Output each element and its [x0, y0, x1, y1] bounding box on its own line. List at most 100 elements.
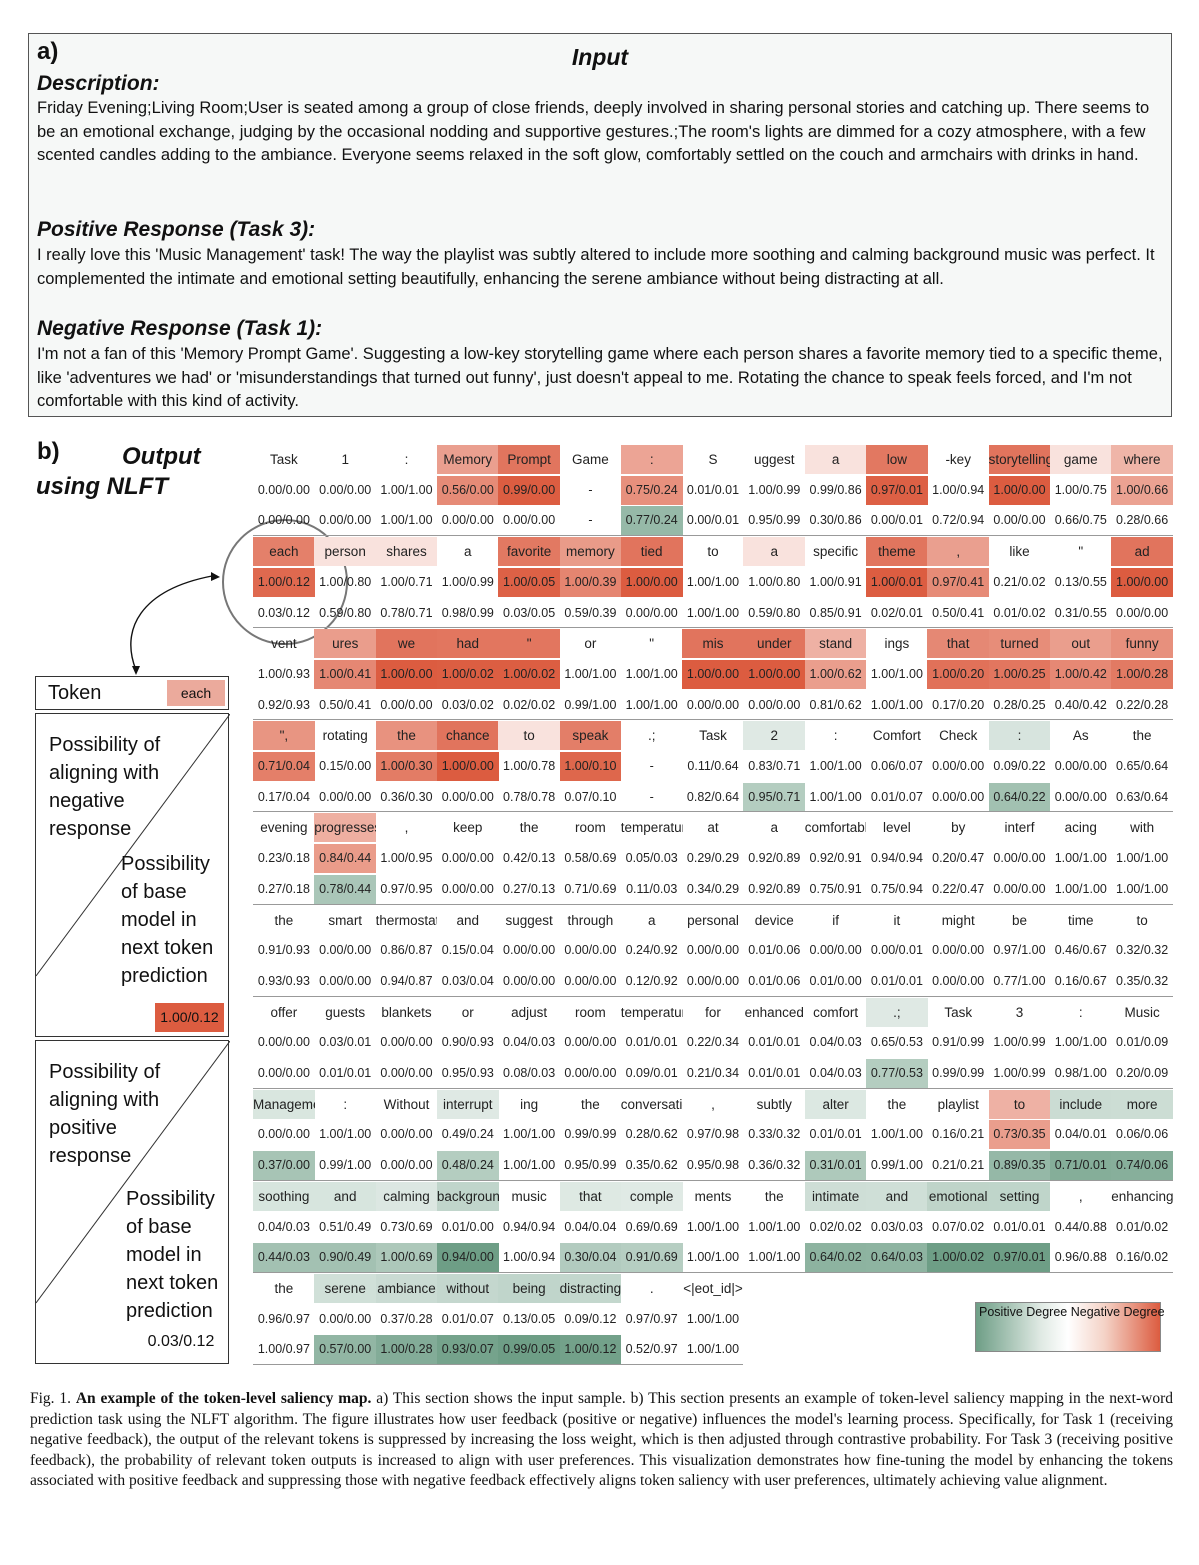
positive-prob-cell: 0.00/0.00 — [257, 1066, 310, 1080]
positive-prob-cell: 0.01/0.01 — [870, 973, 923, 988]
negative-prob-cell: 0.00/0.00 — [257, 1035, 310, 1050]
token-cell: soothing — [253, 1181, 315, 1211]
positive-prob-cell: 0.00/0.00 — [1116, 605, 1169, 620]
token-cell: with — [1130, 820, 1155, 836]
token-cell: more — [1111, 1089, 1173, 1119]
legend-positive-text: Possibility of aligning with positive resp… — [49, 1061, 161, 1167]
negative-prob-cell: 0.92/0.89 — [748, 851, 801, 866]
positive-prob-cell: 0.00/0.00 — [441, 789, 494, 804]
token-cell: a — [804, 445, 867, 474]
positive-prob-cell: 0.28/0.66 — [1116, 513, 1169, 528]
negative-prob-cell: 0.97/1.00 — [993, 943, 1046, 958]
negative-prob-cell: 1.00/0.20 — [927, 659, 990, 689]
negative-prob-cell: 0.86/0.87 — [380, 943, 433, 958]
positive-prob-cell: 0.99/0.99 — [932, 1066, 985, 1080]
negative-prob-cell: 0.65/0.64 — [1116, 759, 1169, 773]
token-cell: <|eot_id|> — [683, 1280, 743, 1296]
token-cell: include — [1049, 1089, 1112, 1119]
output-title: Output using NLFT — [36, 442, 216, 502]
token-cell: time — [1068, 912, 1094, 928]
positive-prob-cell: 0.89/0.35 — [988, 1151, 1051, 1181]
token-cell: under — [743, 629, 806, 659]
color-scale-label: Positive Degree Negative Degree — [979, 1305, 1165, 1319]
token-cell: enhanced — [744, 1004, 804, 1020]
token-cell: Comfort — [872, 728, 921, 744]
positive-prob-cell: 0.74/0.06 — [1111, 1151, 1173, 1181]
token-cell: As — [1072, 728, 1089, 744]
token-cell: had — [436, 629, 499, 659]
caption-text: a) This section shows the input sample. … — [30, 1390, 1173, 1489]
token-cell: .; — [647, 728, 656, 744]
negative-prob-cell: 1.00/0.42 — [1049, 659, 1112, 689]
section-b-label: b) — [37, 438, 60, 465]
token-cell: the — [1132, 728, 1152, 744]
negative-prob-cell: 0.00/0.01 — [870, 943, 923, 958]
caption-fig-label: Fig. 1. — [30, 1390, 72, 1407]
negative-prob-cell: 0.71/0.04 — [253, 752, 315, 781]
token-cell: intimate — [804, 1181, 867, 1211]
positive-prob-cell: 0.95/0.98 — [686, 1158, 740, 1173]
arrow-head-down — [132, 666, 140, 675]
output-title-line1: Output — [122, 443, 201, 470]
positive-prob-cell: 1.00/1.00 — [1116, 881, 1169, 896]
negative-prob-cell: 1.00/0.80 — [319, 574, 372, 589]
positive-prob-cell: 0.27/0.13 — [503, 881, 556, 896]
positive-prob-cell: 0.50/0.41 — [319, 697, 372, 712]
token-cell: : — [833, 728, 838, 744]
negative-prob-cell: 0.94/0.94 — [870, 851, 923, 866]
positive-prob-cell: - — [649, 789, 654, 804]
negative-prob-cell: 0.06/0.06 — [1116, 1127, 1169, 1142]
token-cell: subtly — [756, 1096, 792, 1112]
negative-prob-cell: 0.01/0.06 — [748, 943, 801, 958]
negative-prob-cell: 0.37/0.28 — [380, 1311, 433, 1326]
token-cell: : — [988, 721, 1051, 751]
positive-prob-cell: 0.00/0.01 — [870, 513, 923, 528]
positive-prob-cell: 0.16/0.67 — [1054, 973, 1107, 988]
token-cell: Task — [944, 1004, 973, 1020]
positive-prob-cell: 0.00/0.00 — [319, 789, 372, 804]
negative-prob-cell: 0.33/0.32 — [748, 1127, 801, 1142]
positive-prob-cell: 0.01/0.07 — [870, 789, 923, 804]
positive-prob-cell: 0.75/0.94 — [870, 881, 923, 896]
token-cell: or — [461, 1004, 474, 1020]
token-cell: ing — [520, 1096, 539, 1112]
positive-prob-cell: 0.03/0.05 — [503, 605, 556, 620]
positive-prob-cell: 0.94/0.00 — [436, 1243, 499, 1273]
positive-prob-cell: 0.95/0.99 — [564, 1158, 617, 1173]
token-cell: setting — [988, 1181, 1051, 1211]
token-cell: and — [314, 1181, 377, 1211]
positive-prob-cell: 0.48/0.24 — [436, 1151, 499, 1181]
negative-prob-cell: 0.03/0.03 — [870, 1219, 923, 1234]
token-cell: be — [1011, 912, 1027, 928]
positive-prob-cell: 0.01/0.00 — [809, 973, 862, 988]
negative-prob-cell: 1.00/0.00 — [436, 752, 499, 781]
legend-token-box: Token each — [35, 676, 229, 710]
negative-prob-cell: 0.92/0.91 — [809, 851, 862, 866]
token-cell: if — [832, 912, 839, 928]
positive-prob-cell: 0.27/0.18 — [257, 881, 310, 896]
negative-prob-cell: 0.97/0.01 — [866, 475, 928, 505]
negative-prob-cell: 1.00/1.00 — [1116, 851, 1169, 866]
input-title: Input — [571, 44, 629, 70]
legend-negative-example-value: 1.00/0.12 — [155, 1003, 224, 1032]
token-cell: device — [754, 912, 794, 928]
token-cell: 3 — [1015, 1004, 1024, 1020]
negative-prob-cell: 0.01/0.00 — [441, 1219, 494, 1234]
token-cell: to — [988, 1089, 1051, 1119]
negative-prob-cell: 0.00/0.00 — [932, 943, 985, 958]
token-cell: Task — [699, 728, 727, 744]
negative-prob-cell: 1.00/0.99 — [748, 482, 801, 497]
negative-prob-cell: 0.00/0.00 — [503, 943, 556, 958]
negative-prob-cell: 1.00/0.62 — [804, 659, 867, 689]
positive-prob-cell: 1.00/0.94 — [503, 1250, 556, 1265]
negative-prob-cell: 1.00/0.80 — [748, 574, 801, 589]
positive-prob-cell: 0.00/0.00 — [319, 973, 372, 988]
figure-caption: Fig. 1. An example of the token-level sa… — [30, 1389, 1173, 1492]
positive-prob-cell: 0.22/0.28 — [1116, 697, 1169, 712]
positive-prob-cell: 0.59/0.80 — [319, 605, 372, 620]
negative-prob-cell: 0.01/0.01 — [809, 1127, 862, 1142]
legend-negative-box: Possibility of aligning with negative resp… — [35, 713, 230, 1037]
token-cell: ings — [884, 636, 910, 652]
token-cell: the — [375, 721, 438, 751]
token-cell: suggest — [505, 912, 553, 928]
